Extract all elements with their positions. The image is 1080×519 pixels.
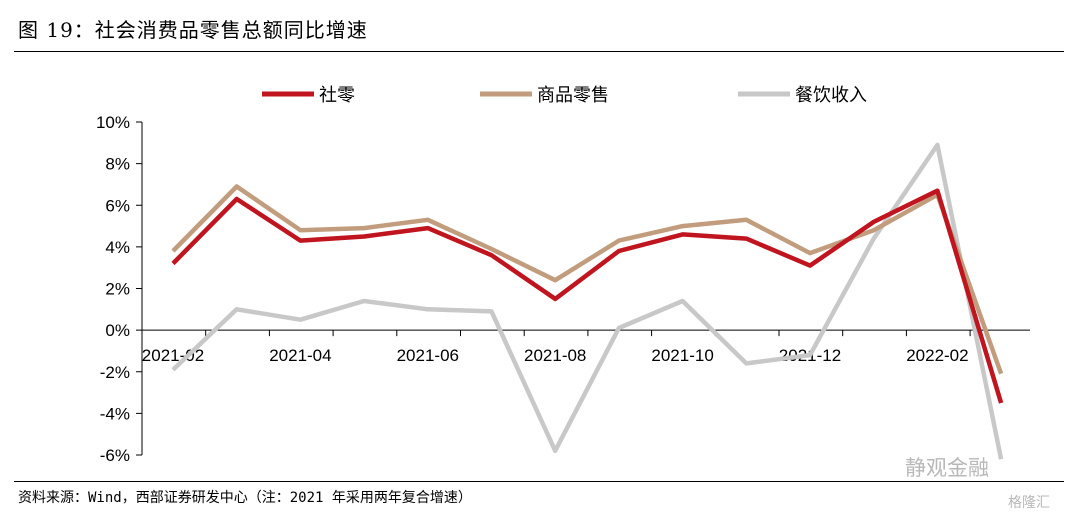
series-line: [171, 142, 1004, 460]
x-tick-label: 2021-08: [524, 346, 586, 365]
watermark-logo-text: 格隆汇: [1008, 495, 1050, 511]
series-line: [171, 188, 1004, 404]
axes: 10% 8% 6% 4% 2% 0% -2% -4% -6% 2021-02 2021-04 2021…: [96, 113, 1030, 465]
watermark-text: 静观金融: [905, 456, 989, 480]
y-tick-label: 2%: [105, 280, 130, 299]
figure-title: 图 19：社会消费品零售总额同比增速: [18, 18, 368, 42]
legend-label: 商品零售: [537, 85, 609, 106]
x-tick-label: 2021-02: [142, 346, 204, 365]
x-tick-label: 2021-04: [269, 346, 331, 365]
y-tick-label: -6%: [100, 446, 130, 465]
top-rule: [14, 51, 1064, 52]
series-line: [171, 184, 1004, 375]
bottom-rule: [14, 481, 1064, 482]
x-tick-label: 2021-06: [397, 346, 459, 365]
y-tick-label: 0%: [105, 321, 130, 340]
line-chart: 社零 商品零售 餐饮收入 10% 8% 6% 4% 2% 0% -2% -4% -6% 2021-02…: [96, 85, 1030, 465]
legend-label: 社零: [319, 85, 355, 106]
legend: 社零 商品零售 餐饮收入: [262, 85, 867, 106]
legend-label: 餐饮收入: [795, 85, 867, 106]
x-tick-label: 2022-02: [906, 346, 968, 365]
y-tick-label: -2%: [100, 363, 130, 382]
y-tick-label: 4%: [105, 238, 130, 257]
y-tick-label: 6%: [105, 196, 130, 215]
y-tick-label: 10%: [96, 113, 130, 132]
x-tick-label: 2021-10: [651, 346, 713, 365]
source-note: 资料来源：Wind，西部证券研发中心（注：2021 年采用两年复合增速）: [18, 490, 472, 506]
series-lines: [171, 142, 1004, 460]
y-tick-label: 8%: [105, 155, 130, 174]
y-tick-label: -4%: [100, 404, 130, 423]
